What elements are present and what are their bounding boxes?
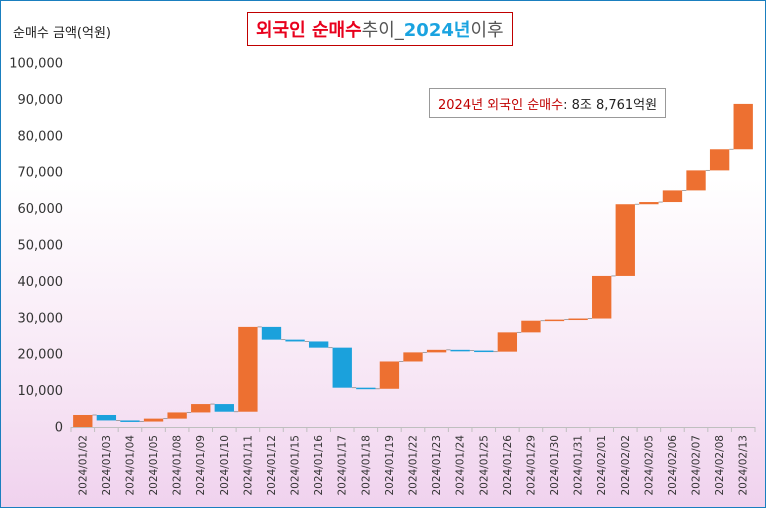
waterfall-bar bbox=[332, 347, 352, 388]
y-tick-label: 10,000 bbox=[18, 384, 64, 399]
waterfall-bar bbox=[709, 149, 730, 171]
x-tick-label: 2024/01/17 bbox=[337, 435, 349, 496]
x-tick-label: 2024/01/12 bbox=[266, 435, 278, 496]
y-tick-label: 70,000 bbox=[18, 166, 64, 181]
waterfall-bar bbox=[356, 387, 376, 390]
x-tick-label: 2024/01/09 bbox=[195, 435, 207, 496]
x-tick-label: 2024/01/26 bbox=[502, 435, 514, 496]
y-axis: 100,000 90,000 80,000 70,000 60,000 50,000 40,… bbox=[9, 57, 63, 436]
waterfall-bar bbox=[733, 103, 753, 150]
waterfall-bar bbox=[639, 202, 659, 205]
title-part-year: 2024년 bbox=[403, 20, 471, 41]
y-tick-label: 60,000 bbox=[18, 202, 64, 217]
x-tick-label: 2024/01/25 bbox=[478, 435, 490, 496]
y-tick-label: 50,000 bbox=[18, 239, 64, 254]
x-tick-label: 2024/01/04 bbox=[124, 435, 136, 496]
x-tick-label: 2024/01/30 bbox=[549, 435, 561, 496]
y-tick-label: 40,000 bbox=[18, 275, 64, 290]
waterfall-bar bbox=[285, 339, 305, 342]
waterfall-bar bbox=[143, 418, 164, 422]
waterfall-bar bbox=[686, 170, 706, 191]
y-tick-label: 30,000 bbox=[18, 311, 64, 326]
x-tick-label: 2024/02/08 bbox=[714, 435, 726, 496]
x-tick-label: 2024/01/02 bbox=[77, 435, 89, 496]
y-tick-label: 100,000 bbox=[9, 57, 63, 72]
waterfall-bar bbox=[191, 404, 211, 413]
waterfall-bar bbox=[568, 318, 588, 321]
x-tick-label: 2024/01/18 bbox=[360, 435, 372, 496]
waterfall-bar bbox=[308, 341, 329, 348]
annotation-value: : 8조 8,761억원 bbox=[563, 97, 658, 113]
waterfall-bar bbox=[214, 404, 234, 412]
waterfall-bar bbox=[450, 349, 470, 352]
waterfall-bar bbox=[662, 190, 683, 203]
waterfall-bar bbox=[474, 350, 494, 353]
waterfall-bar bbox=[120, 420, 140, 422]
total-annotation: 2024년 외국인 순매수 : 8조 8,761억원 bbox=[429, 88, 667, 118]
waterfall-bar bbox=[426, 349, 447, 353]
title-part-after: 이후 bbox=[470, 20, 504, 41]
waterfall-bar bbox=[238, 326, 258, 412]
waterfall-bar bbox=[615, 204, 635, 276]
annotation-label: 2024년 외국인 순매수 bbox=[438, 97, 564, 113]
x-tick-label: 2024/02/02 bbox=[620, 435, 632, 496]
x-tick-label: 2024/02/13 bbox=[738, 435, 750, 496]
x-tick-label: 2024/01/23 bbox=[431, 435, 443, 496]
x-tick-label: 2024/02/06 bbox=[667, 435, 679, 496]
x-tick-label: 2024/02/01 bbox=[596, 435, 608, 496]
title-part-foreign-net-buy: 외국인 순매수 bbox=[256, 20, 362, 41]
waterfall-bar bbox=[96, 414, 117, 421]
bars bbox=[73, 103, 753, 427]
waterfall-bar bbox=[73, 414, 93, 427]
waterfall-bar bbox=[592, 275, 612, 319]
x-tick-label: 2024/01/08 bbox=[172, 435, 184, 496]
waterfall-bar bbox=[167, 412, 187, 419]
chart-title: 외국인 순매수 추이_ 2024년 이후 bbox=[247, 12, 513, 46]
x-tick-label: 2024/01/16 bbox=[313, 435, 325, 496]
x-tick-label: 2024/02/05 bbox=[643, 435, 655, 496]
waterfall-bar bbox=[544, 319, 565, 322]
x-tick-label: 2024/01/31 bbox=[573, 435, 585, 496]
y-tick-label: 0 bbox=[55, 421, 63, 436]
waterfall-bar bbox=[497, 332, 518, 352]
waterfall-bar bbox=[261, 326, 282, 340]
y-tick-label: 80,000 bbox=[18, 129, 64, 144]
x-tick-label: 2024/01/24 bbox=[455, 435, 467, 496]
waterfall-bar bbox=[403, 352, 423, 362]
x-tick-label: 2024/01/03 bbox=[101, 435, 113, 496]
x-tick-label: 2024/02/07 bbox=[691, 435, 703, 496]
x-tick-label: 2024/01/10 bbox=[219, 435, 231, 496]
title-part-trend: 추이_ bbox=[361, 20, 404, 41]
x-tick-label: 2024/01/05 bbox=[148, 435, 160, 496]
x-tick-label: 2024/01/15 bbox=[290, 435, 302, 496]
x-axis: 2024/01/02 2024/01/03 2024/01/04 2024/01/05… bbox=[70, 427, 756, 496]
y-tick-label: 20,000 bbox=[18, 348, 64, 363]
y-axis-unit-label: 순매수 금액(억원) bbox=[13, 26, 111, 41]
x-tick-label: 2024/01/29 bbox=[525, 435, 537, 496]
waterfall-bar bbox=[521, 320, 541, 333]
x-tick-label: 2024/01/11 bbox=[242, 435, 254, 496]
x-tick-label: 2024/01/19 bbox=[384, 435, 396, 496]
x-tick-label: 2024/01/22 bbox=[408, 435, 420, 496]
waterfall-bar bbox=[379, 361, 400, 389]
y-tick-label: 90,000 bbox=[18, 93, 64, 108]
connectors bbox=[92, 148, 734, 422]
